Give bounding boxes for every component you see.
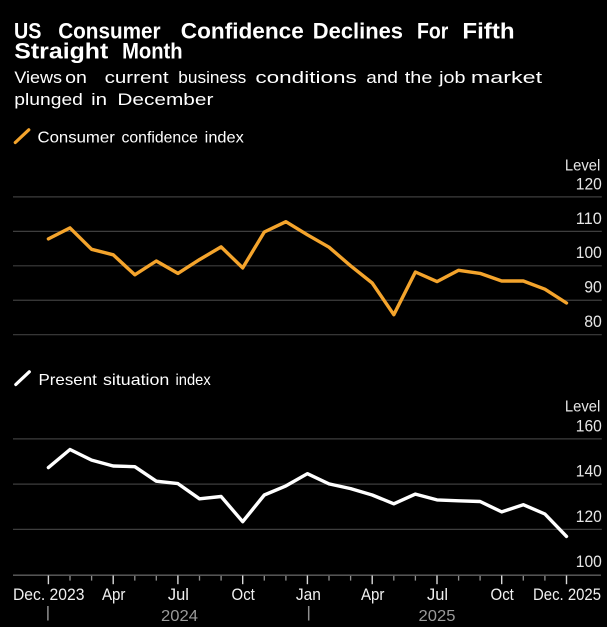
svg-text:120: 120 <box>576 507 602 526</box>
svg-text:December: December <box>117 91 214 109</box>
svg-text:the: the <box>405 69 433 87</box>
svg-text:job: job <box>438 69 466 87</box>
svg-text:index: index <box>176 372 211 389</box>
svg-text:Apr: Apr <box>361 585 385 604</box>
svg-text:Jul: Jul <box>427 585 448 604</box>
svg-text:160: 160 <box>576 416 602 435</box>
svg-text:Level: Level <box>565 399 600 416</box>
svg-text:2024: 2024 <box>161 608 198 625</box>
svg-text:Month: Month <box>122 39 183 64</box>
svg-text:100: 100 <box>576 552 602 571</box>
svg-text:Dec. 2023: Dec. 2023 <box>13 585 85 604</box>
svg-text:market: market <box>471 69 543 87</box>
svg-text:US: US <box>14 19 41 44</box>
svg-text:Declines: Declines <box>313 19 403 44</box>
svg-text:Jan: Jan <box>296 585 321 604</box>
svg-text:and: and <box>366 69 398 87</box>
svg-text:plunged: plunged <box>14 91 83 109</box>
svg-text:in: in <box>91 91 107 109</box>
svg-text:90: 90 <box>584 278 602 297</box>
svg-text:120: 120 <box>576 174 602 193</box>
svg-text:100: 100 <box>576 243 602 262</box>
svg-text:Apr: Apr <box>102 585 126 604</box>
svg-text:Consumer: Consumer <box>58 19 161 44</box>
svg-text:140: 140 <box>576 462 602 481</box>
svg-text:Present: Present <box>39 372 98 389</box>
svg-text:situation: situation <box>103 372 169 389</box>
svg-text:Views: Views <box>14 69 62 87</box>
svg-text:confidence: confidence <box>122 130 199 147</box>
svg-text:index: index <box>205 130 244 147</box>
svg-text:Level: Level <box>565 158 600 175</box>
svg-text:Dec. 2025: Dec. 2025 <box>533 585 601 604</box>
svg-text:conditions: conditions <box>255 69 356 87</box>
svg-text:2025: 2025 <box>419 608 456 625</box>
svg-text:Fifth: Fifth <box>462 19 514 44</box>
svg-text:Jul: Jul <box>168 585 189 604</box>
svg-text:Consumer: Consumer <box>38 130 116 147</box>
svg-text:Straight: Straight <box>14 39 109 64</box>
svg-text:110: 110 <box>576 209 602 228</box>
svg-text:Oct: Oct <box>232 585 256 604</box>
svg-text:current: current <box>105 69 170 87</box>
svg-text:business: business <box>178 69 246 87</box>
svg-text:on: on <box>65 69 87 87</box>
svg-text:Oct: Oct <box>491 585 515 604</box>
svg-text:For: For <box>417 19 449 44</box>
svg-text:Confidence: Confidence <box>181 19 304 44</box>
svg-text:80: 80 <box>584 312 602 331</box>
